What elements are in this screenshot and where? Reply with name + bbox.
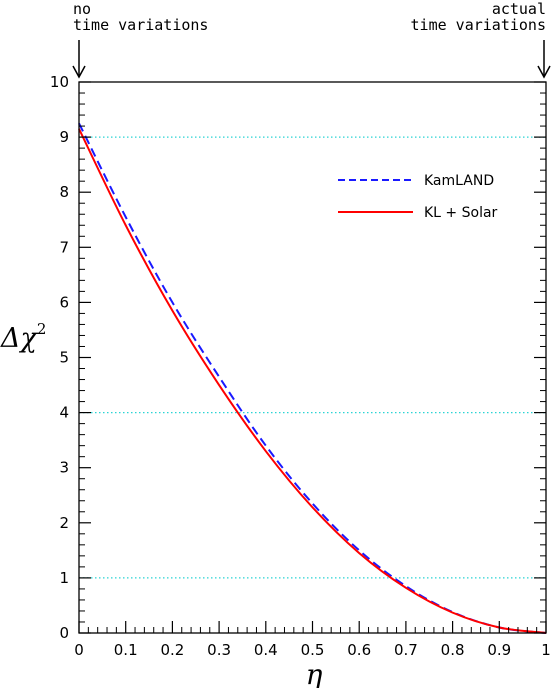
legend-label-kl-solar: KL + Solar xyxy=(424,205,498,221)
x-tick-label: 0.6 xyxy=(347,641,371,659)
annotation-left-line1: no xyxy=(73,0,91,18)
annotation-left: no time variations xyxy=(72,0,208,79)
y-tick-label: 5 xyxy=(59,349,69,367)
reference-lines xyxy=(79,136,546,579)
legend: KamLAND KL + Solar xyxy=(338,173,498,221)
y-tick-label: 8 xyxy=(59,183,69,201)
y-tick-label: 1 xyxy=(59,569,69,587)
y-tick-label: 9 xyxy=(59,128,69,146)
legend-label-kamland: KamLAND xyxy=(424,173,494,189)
y-axis-label: Δχ2 xyxy=(0,320,46,354)
y-tick-label: 0 xyxy=(59,624,69,642)
annotation-right-line1: actual xyxy=(492,0,546,18)
annotation-right: actual time variations xyxy=(411,0,551,79)
x-tick-label: 0.5 xyxy=(301,641,325,659)
x-tick-label: 0.3 xyxy=(207,641,231,659)
x-tick-label: 0 xyxy=(74,641,84,659)
series-line-kl-solar xyxy=(78,128,547,634)
x-tick-label: 0.4 xyxy=(254,641,278,659)
y-tick-label: 4 xyxy=(59,404,69,422)
x-tick-label: 0.9 xyxy=(487,641,511,659)
arrow-left-head xyxy=(72,65,86,79)
y-tick-label: 10 xyxy=(50,73,69,91)
y-tick-label: 2 xyxy=(59,514,69,532)
y-tick-label: 6 xyxy=(59,293,69,311)
annotation-right-line2: time variations xyxy=(411,16,546,34)
annotation-left-line2: time variations xyxy=(73,16,208,34)
x-tick-label: 0.1 xyxy=(114,641,138,659)
y-tick-label: 7 xyxy=(59,238,69,256)
plot-frame xyxy=(78,81,547,634)
series-layer xyxy=(78,122,547,634)
ticks: 0 0.1 0.2 0.3 0.4 0.5 0.6 0.7 0.8 0.9 101234567891… xyxy=(50,73,551,659)
arrow-right-head xyxy=(537,65,551,79)
y-tick-label: 3 xyxy=(59,459,69,477)
x-axis-label: η xyxy=(306,658,323,688)
x-tick-label: 0.7 xyxy=(394,641,418,659)
x-tick-label: 0.8 xyxy=(441,641,465,659)
y-axis-label-sup: 2 xyxy=(37,320,47,338)
x-tick-label: 1 xyxy=(541,641,551,659)
y-axis-label-main: Δχ xyxy=(0,323,38,354)
series-line-kamland xyxy=(78,122,547,634)
x-tick-label: 0.2 xyxy=(160,641,184,659)
